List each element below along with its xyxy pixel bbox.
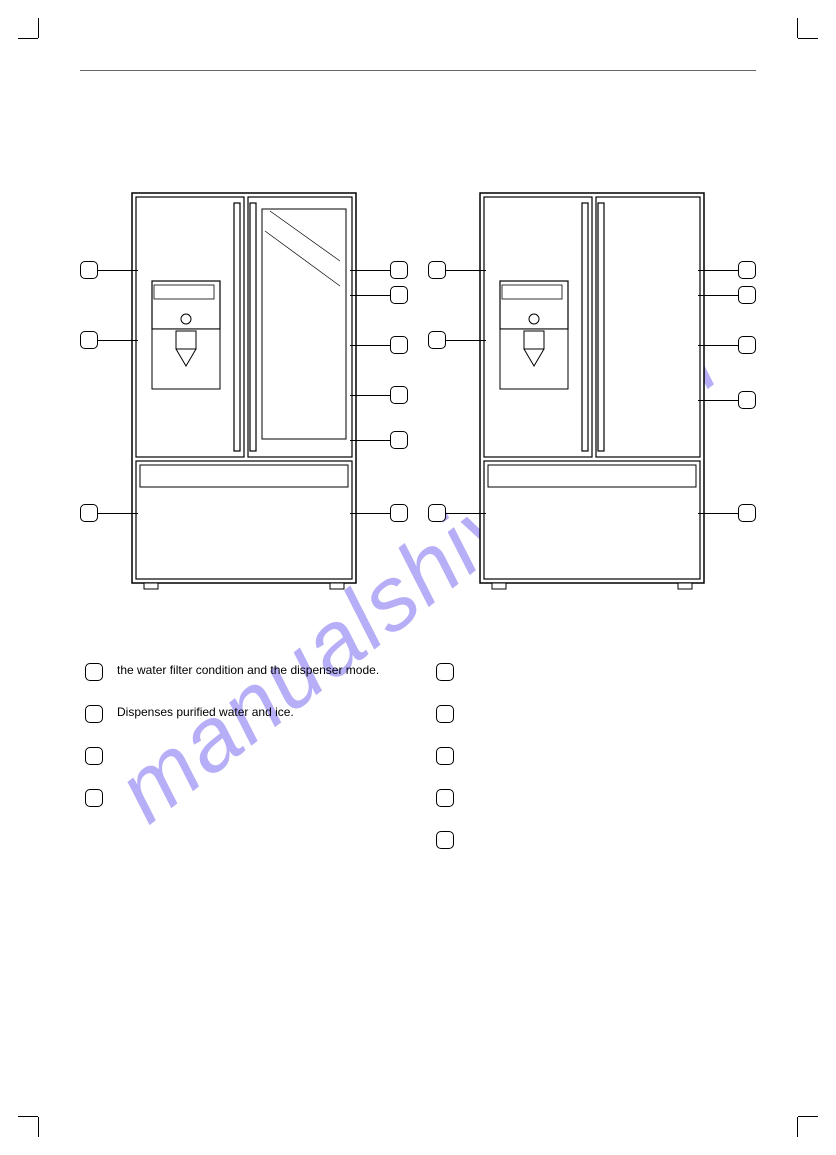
description-number-box — [436, 747, 454, 765]
crop-mark — [20, 1115, 40, 1135]
callout-line — [98, 340, 138, 341]
description-number-box — [436, 705, 454, 723]
description-text — [468, 787, 757, 805]
description-number-box — [436, 789, 454, 807]
callout-box — [738, 391, 756, 409]
description-text: the water filter condition and the dispe… — [117, 661, 406, 679]
callout-box — [390, 261, 408, 279]
description-item — [436, 745, 757, 765]
callout-line — [98, 270, 138, 271]
callout-box — [428, 331, 446, 349]
description-item: the water filter condition and the dispe… — [85, 661, 406, 681]
description-item — [436, 787, 757, 807]
callout-line — [350, 270, 390, 271]
description-number-box — [85, 705, 103, 723]
callout-box — [738, 504, 756, 522]
callout-line — [698, 345, 738, 346]
callout-line — [446, 340, 486, 341]
description-text — [468, 661, 757, 679]
description-text — [468, 829, 757, 847]
description-number-box — [85, 789, 103, 807]
callout-line — [350, 440, 390, 441]
callout-box — [428, 261, 446, 279]
description-item — [85, 745, 406, 765]
callout-line — [698, 513, 738, 514]
fridge-illustration-left — [130, 191, 358, 591]
callout-line — [350, 295, 390, 296]
description-item — [436, 703, 757, 723]
callout-line — [446, 270, 486, 271]
callout-box — [80, 261, 98, 279]
description-item — [85, 787, 406, 807]
fridge-panel-left — [80, 191, 408, 601]
fridge-panel-right — [428, 191, 756, 601]
callout-box — [390, 336, 408, 354]
callout-box — [428, 504, 446, 522]
description-grid: the water filter condition and the dispe… — [80, 661, 756, 871]
fridge-illustration-right — [478, 191, 706, 591]
header-rule — [80, 70, 756, 71]
callout-line — [446, 513, 486, 514]
fridge-figures — [80, 191, 756, 601]
crop-mark — [796, 20, 816, 40]
description-text — [117, 787, 406, 805]
callout-line — [698, 400, 738, 401]
callout-box — [80, 504, 98, 522]
description-text: Dispenses purified water and ice. — [117, 703, 406, 721]
callout-box — [390, 431, 408, 449]
callout-line — [350, 513, 390, 514]
crop-mark — [20, 20, 40, 40]
callout-box — [80, 331, 98, 349]
description-item — [436, 661, 757, 681]
callout-line — [350, 395, 390, 396]
description-number-box — [85, 663, 103, 681]
callout-box — [390, 386, 408, 404]
callout-box — [738, 261, 756, 279]
callout-line — [698, 270, 738, 271]
description-text — [468, 745, 757, 763]
description-number-box — [436, 831, 454, 849]
callout-line — [698, 295, 738, 296]
callout-box — [738, 286, 756, 304]
callout-line — [350, 345, 390, 346]
callout-box — [738, 336, 756, 354]
description-number-box — [85, 747, 103, 765]
callout-box — [390, 286, 408, 304]
callout-box — [390, 504, 408, 522]
description-text — [117, 745, 406, 763]
description-item — [436, 829, 757, 849]
callout-line — [98, 513, 138, 514]
description-text — [468, 703, 757, 721]
description-item: Dispenses purified water and ice. — [85, 703, 406, 723]
crop-mark — [796, 1115, 816, 1135]
description-number-box — [436, 663, 454, 681]
